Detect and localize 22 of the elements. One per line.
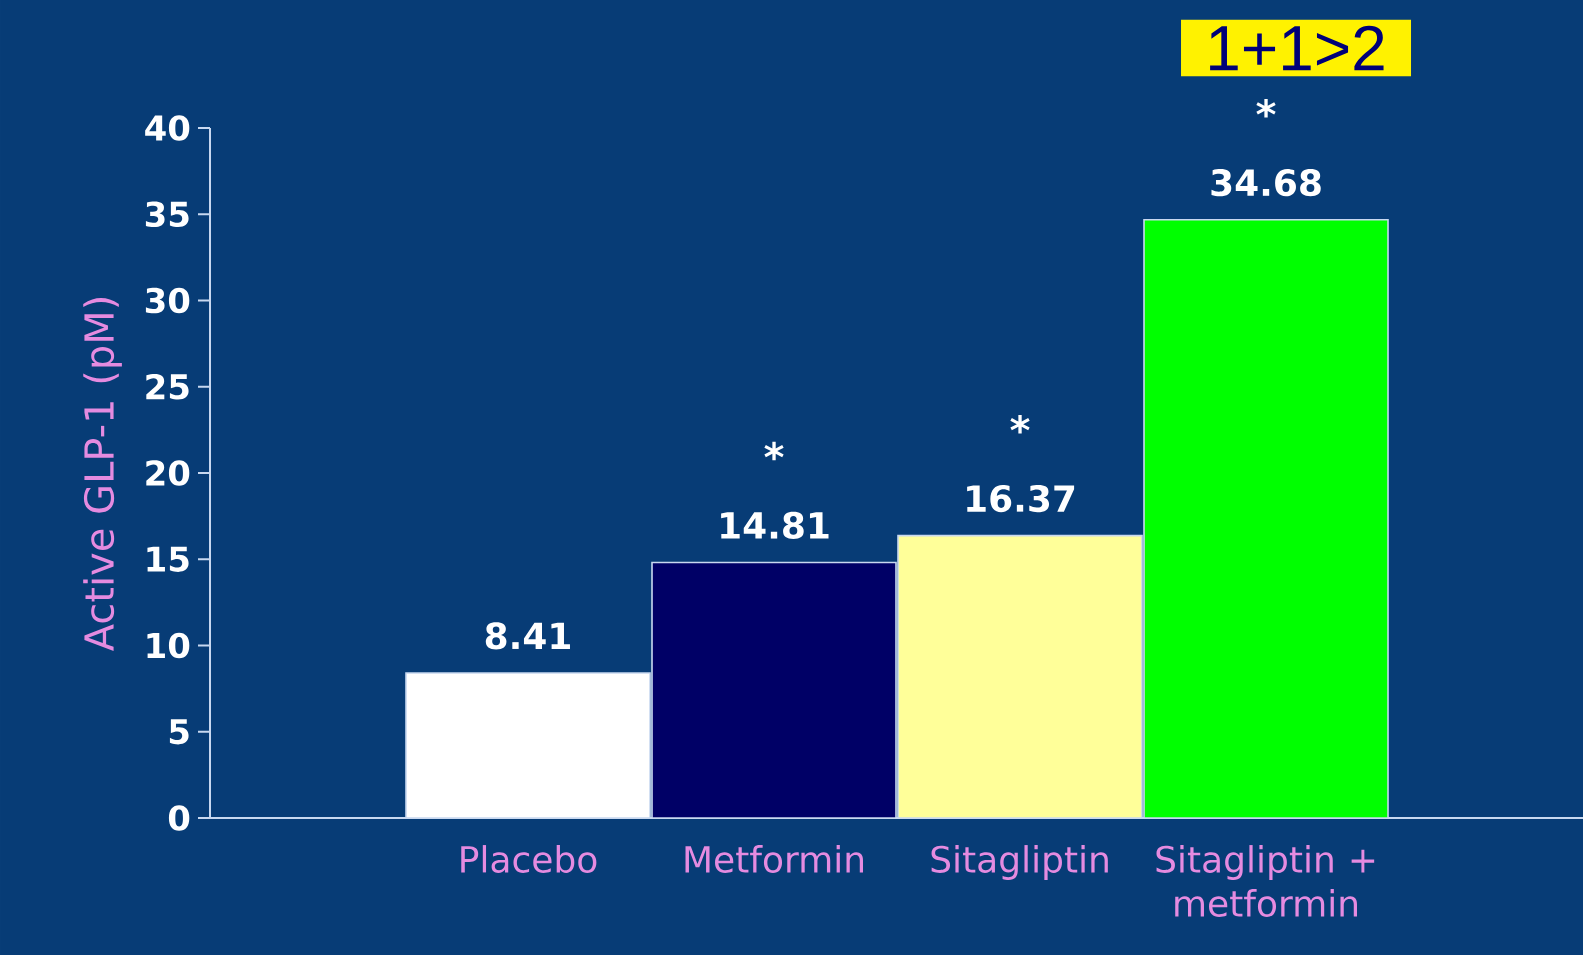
y-tick-label: 10 bbox=[147, 632, 190, 659]
data-label: 8.41 bbox=[485, 622, 570, 650]
y-tick-label: 40 bbox=[145, 115, 190, 141]
y-tick-label: 30 bbox=[145, 287, 190, 314]
annotation: * bbox=[764, 441, 784, 461]
annotation: * bbox=[1010, 414, 1030, 434]
text: 1+1>2 bbox=[1210, 25, 1384, 71]
data-label: 34.68 bbox=[1211, 169, 1321, 197]
text: * bbox=[1256, 99, 1276, 118]
y-tick-label: 20 bbox=[146, 460, 190, 486]
y-tick-label: 5 bbox=[169, 719, 189, 745]
x-tick-label: Placebo bbox=[461, 845, 597, 873]
y-tick-label: 25 bbox=[146, 373, 189, 400]
data-label: 16.37 bbox=[967, 484, 1075, 513]
x-tick-label: Sitagliptin bbox=[931, 845, 1108, 880]
y-axis-title: Active GLP-1 (pM) bbox=[83, 298, 122, 652]
data-label: 14.81 bbox=[721, 511, 829, 540]
y-tick-label: 35 bbox=[145, 201, 189, 228]
y-tick-label: 0 bbox=[168, 805, 190, 831]
y-tick-label: 15 bbox=[147, 546, 189, 572]
x-tick-label: Sitagliptin + metformin bbox=[1156, 845, 1375, 917]
x-tick-label: Metformin bbox=[685, 845, 864, 873]
